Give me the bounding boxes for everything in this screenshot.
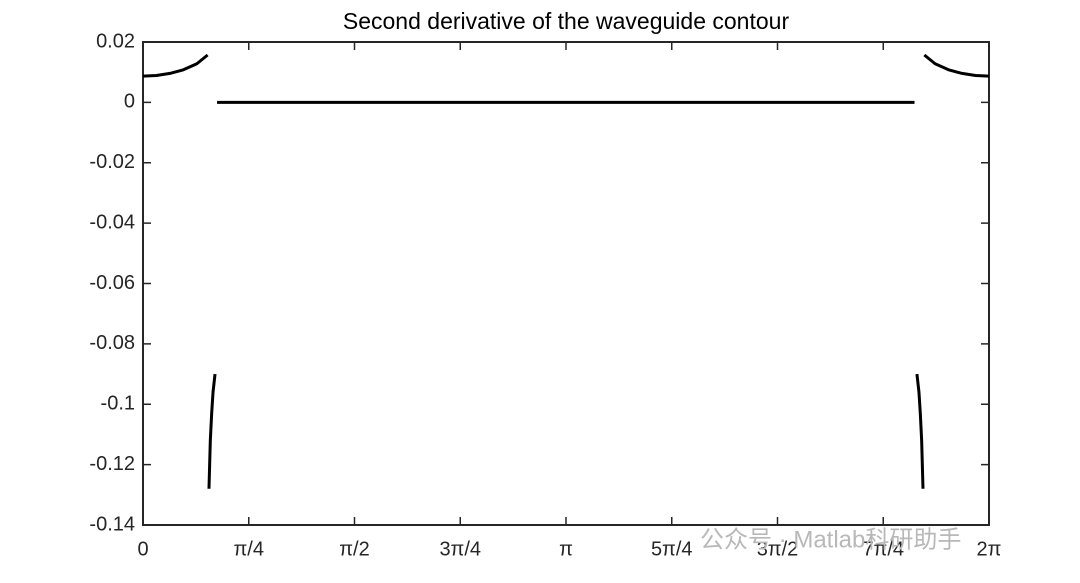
plot-area: 0.020-0.02-0.04-0.06-0.08-0.1-0.12-0.140… xyxy=(89,30,1001,560)
x-tick-label: 2π xyxy=(977,538,1002,560)
y-tick-label: -0.06 xyxy=(89,272,135,294)
x-tick-label: 5π/4 xyxy=(651,538,693,560)
y-tick-label: -0.04 xyxy=(89,211,135,233)
y-tick-label: 0 xyxy=(124,91,135,113)
x-tick-label: 7π/4 xyxy=(862,538,904,560)
x-tick-label: π/2 xyxy=(339,538,369,560)
y-tick-label: 0.02 xyxy=(96,30,135,52)
y-tick-label: -0.08 xyxy=(89,332,135,354)
line-series xyxy=(142,53,990,489)
x-tick-label: 3π/2 xyxy=(757,538,799,560)
y-tick-label: -0.12 xyxy=(89,453,135,475)
chart-title: Second derivative of the waveguide conto… xyxy=(343,8,790,34)
x-tick-label: 3π/4 xyxy=(439,538,481,560)
x-tick-label: π xyxy=(559,538,573,560)
x-tick-label: 0 xyxy=(137,538,148,560)
y-tick-label: -0.1 xyxy=(101,393,135,415)
x-tick-label: π/4 xyxy=(234,538,264,560)
y-tick-label: -0.02 xyxy=(89,151,135,173)
watermark: 公众号 · Matlab科研助手 xyxy=(700,526,961,553)
y-tick-label: -0.14 xyxy=(89,513,135,535)
